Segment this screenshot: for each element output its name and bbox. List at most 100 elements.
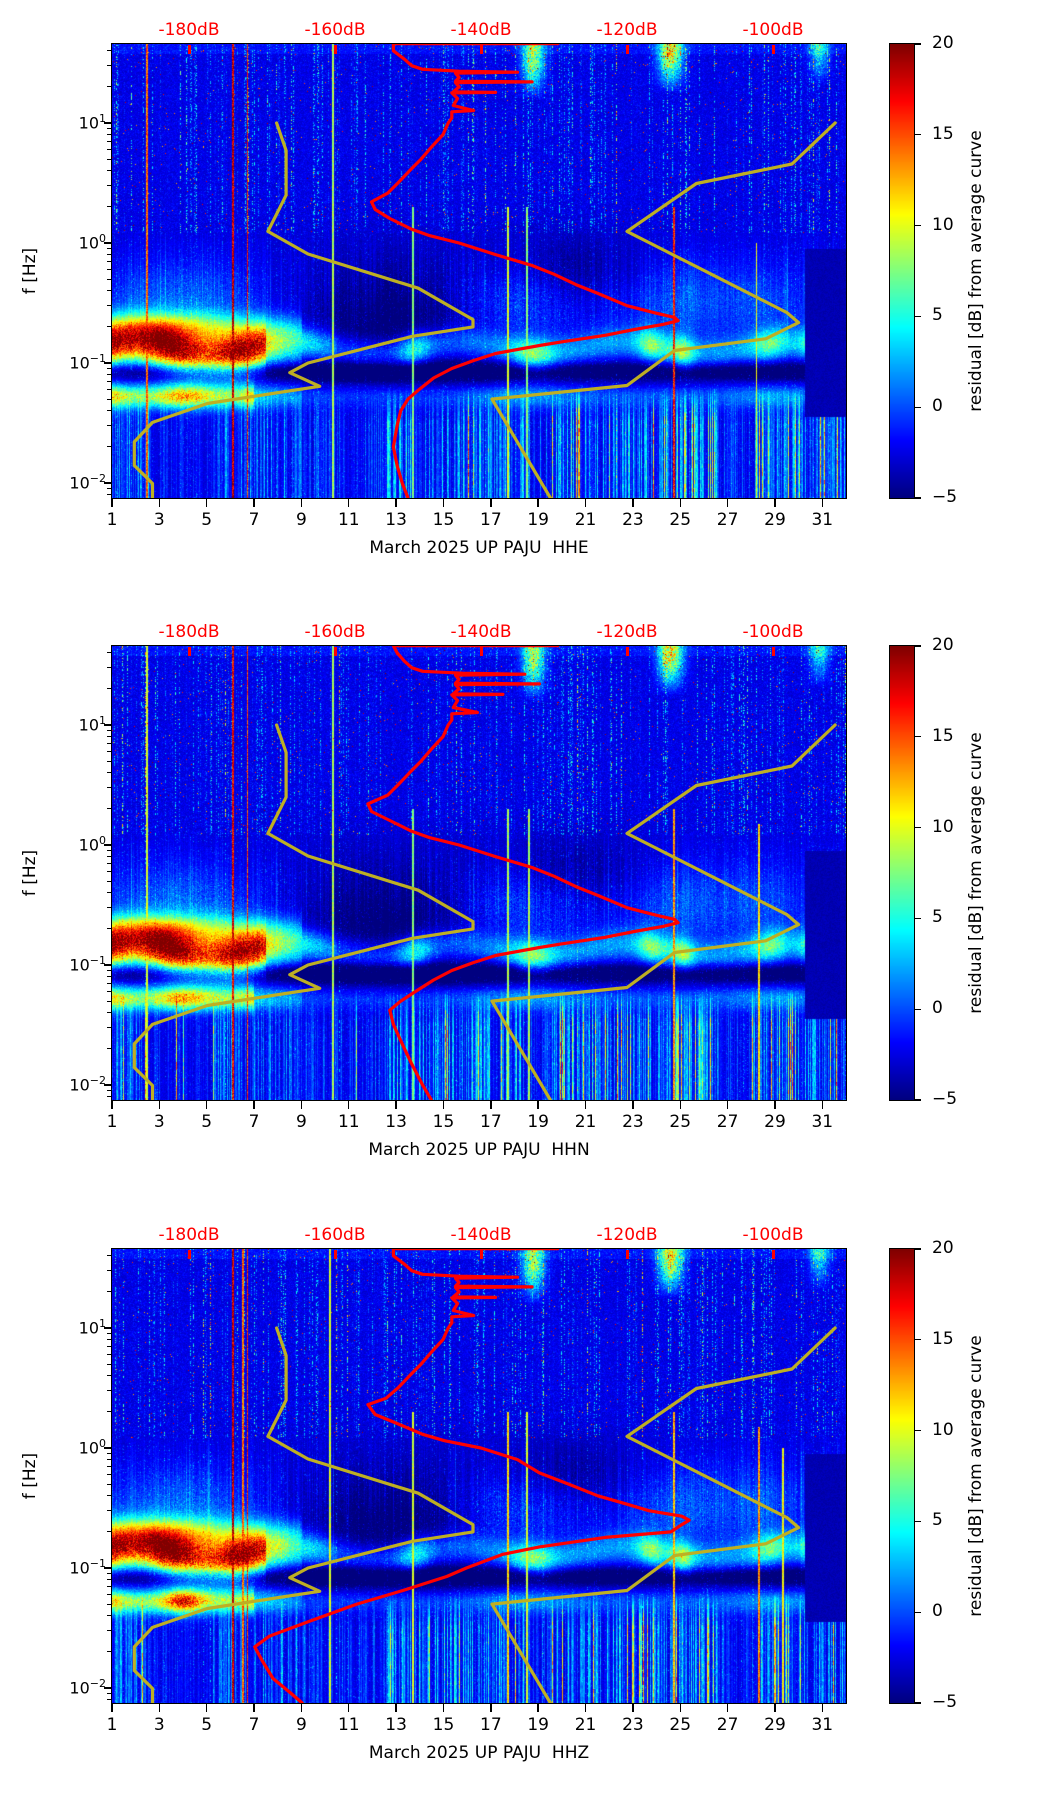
y-minor-tick-mark <box>107 1465 112 1468</box>
x-tick-label: 19 <box>527 1715 550 1735</box>
y-tick-base: 10 <box>78 835 99 855</box>
top-axis-db-label: -140dB <box>450 20 512 40</box>
x-tick-mark <box>679 499 681 507</box>
y-minor-tick-mark <box>107 1585 112 1588</box>
y-major-tick-mark <box>104 242 112 244</box>
axis-title-x: March 2025 UP PAJU HHZ <box>368 1743 590 1763</box>
y-tick-base: 10 <box>69 1075 90 1095</box>
y-minor-tick-mark <box>107 1579 112 1581</box>
y-tick-label: 101 <box>46 714 106 734</box>
y-tick-label: 100 <box>46 834 106 854</box>
y-minor-tick-mark <box>107 494 112 496</box>
y-tick-base: 10 <box>69 473 90 493</box>
colorbar-frame <box>889 1248 915 1704</box>
x-tick-mark <box>774 1704 776 1712</box>
colorbar-tick-mark <box>915 497 921 499</box>
y-minor-tick-mark <box>107 446 112 448</box>
x-tick-label: 5 <box>201 1112 213 1132</box>
x-tick-label: 11 <box>337 1715 360 1735</box>
colorbar-tick-mark <box>915 736 921 738</box>
y-tick-base: 10 <box>69 1558 90 1578</box>
y-minor-tick-mark <box>107 856 112 858</box>
x-tick-label: 17 <box>480 1715 502 1735</box>
axis-title-y: f [Hz] <box>20 247 40 295</box>
y-minor-tick-mark <box>107 1000 112 1002</box>
y-minor-tick-mark <box>107 1390 112 1392</box>
y-tick-base: 10 <box>78 113 99 133</box>
x-tick-mark <box>442 499 445 507</box>
x-tick-mark <box>774 1101 776 1109</box>
y-minor-tick-mark <box>107 398 112 400</box>
x-tick-label: 29 <box>764 510 786 530</box>
x-tick-label: 3 <box>153 510 165 530</box>
x-tick-mark <box>111 499 113 507</box>
colorbar-tick-mark <box>915 1008 921 1010</box>
top-axis-db-label: -160dB <box>304 20 366 40</box>
colorbar-tick-label: 20 <box>932 33 954 53</box>
x-tick-label: 17 <box>480 1112 502 1132</box>
x-tick-mark <box>395 1704 397 1712</box>
y-tick-base: 10 <box>69 1678 90 1698</box>
x-tick-mark <box>679 1704 681 1712</box>
colorbar-tick-label: 15 <box>932 1328 954 1349</box>
x-tick-mark <box>348 1704 350 1712</box>
top-axis-red-tick <box>479 1250 483 1259</box>
top-axis-db-label: -180dB <box>158 20 220 40</box>
y-major-tick-mark <box>104 122 112 124</box>
y-minor-tick-mark <box>107 127 112 130</box>
y-minor-tick-mark <box>107 254 112 256</box>
colorbar-tick-label: 0 <box>932 396 943 417</box>
x-tick-label: 13 <box>385 510 407 530</box>
y-tick-label: 10−1 <box>46 954 106 974</box>
colorbar-tick-label: 10 <box>932 1419 954 1440</box>
spectrogram-canvas-hhe <box>112 44 846 498</box>
y-minor-tick-mark <box>107 1332 112 1335</box>
x-tick-mark <box>442 1101 445 1109</box>
top-axis-red-tick <box>187 1250 191 1259</box>
y-minor-tick-mark <box>107 1354 112 1356</box>
x-tick-mark <box>395 1101 397 1109</box>
top-axis-db-label: -160dB <box>304 1225 366 1245</box>
colorbar-tick-label: 5 <box>932 305 943 326</box>
top-axis-red-tick <box>625 647 629 656</box>
x-tick-mark <box>158 499 161 507</box>
y-minor-tick-mark <box>107 206 112 208</box>
colorbar-tick-label: 20 <box>932 635 954 655</box>
nlnm-curve <box>132 1326 475 1703</box>
y-minor-tick-mark <box>107 1339 112 1341</box>
x-tick-mark <box>632 1101 634 1109</box>
colorbar-tick-mark <box>915 43 921 45</box>
x-tick-label: 15 <box>432 510 455 530</box>
y-tick-label: 101 <box>46 112 106 132</box>
colorbar-tick-mark <box>915 645 921 647</box>
x-tick-mark <box>584 499 587 507</box>
x-tick-mark <box>490 1101 492 1109</box>
y-tick-exponent: 1 <box>99 112 106 125</box>
y-minor-tick-mark <box>107 487 112 490</box>
x-tick-mark <box>158 1101 161 1109</box>
y-minor-tick-mark <box>107 380 112 383</box>
y-tick-exponent: −2 <box>89 1677 106 1690</box>
x-tick-mark <box>348 499 350 507</box>
y-minor-tick-mark <box>107 374 112 376</box>
y-tick-base: 10 <box>78 1318 99 1338</box>
x-tick-mark <box>395 499 397 507</box>
y-minor-tick-mark <box>107 269 112 271</box>
top-axis-db-label: -180dB <box>158 622 220 642</box>
y-minor-tick-mark <box>107 907 112 909</box>
y-tick-label: 10−1 <box>46 1557 106 1577</box>
psd-curve-red <box>369 44 680 498</box>
colorbar-tick-mark <box>915 1520 921 1523</box>
y-minor-tick-mark <box>107 1474 112 1476</box>
y-major-tick-mark <box>104 724 112 726</box>
y-minor-tick-mark <box>107 880 112 882</box>
nhnm-curve <box>490 1326 837 1703</box>
y-minor-tick-mark <box>107 1651 112 1653</box>
plot-frame <box>111 43 847 499</box>
x-tick-label: 9 <box>295 510 307 530</box>
x-tick-label: 15 <box>432 1715 455 1735</box>
y-tick-exponent: 1 <box>99 714 106 727</box>
x-tick-mark <box>632 499 634 507</box>
